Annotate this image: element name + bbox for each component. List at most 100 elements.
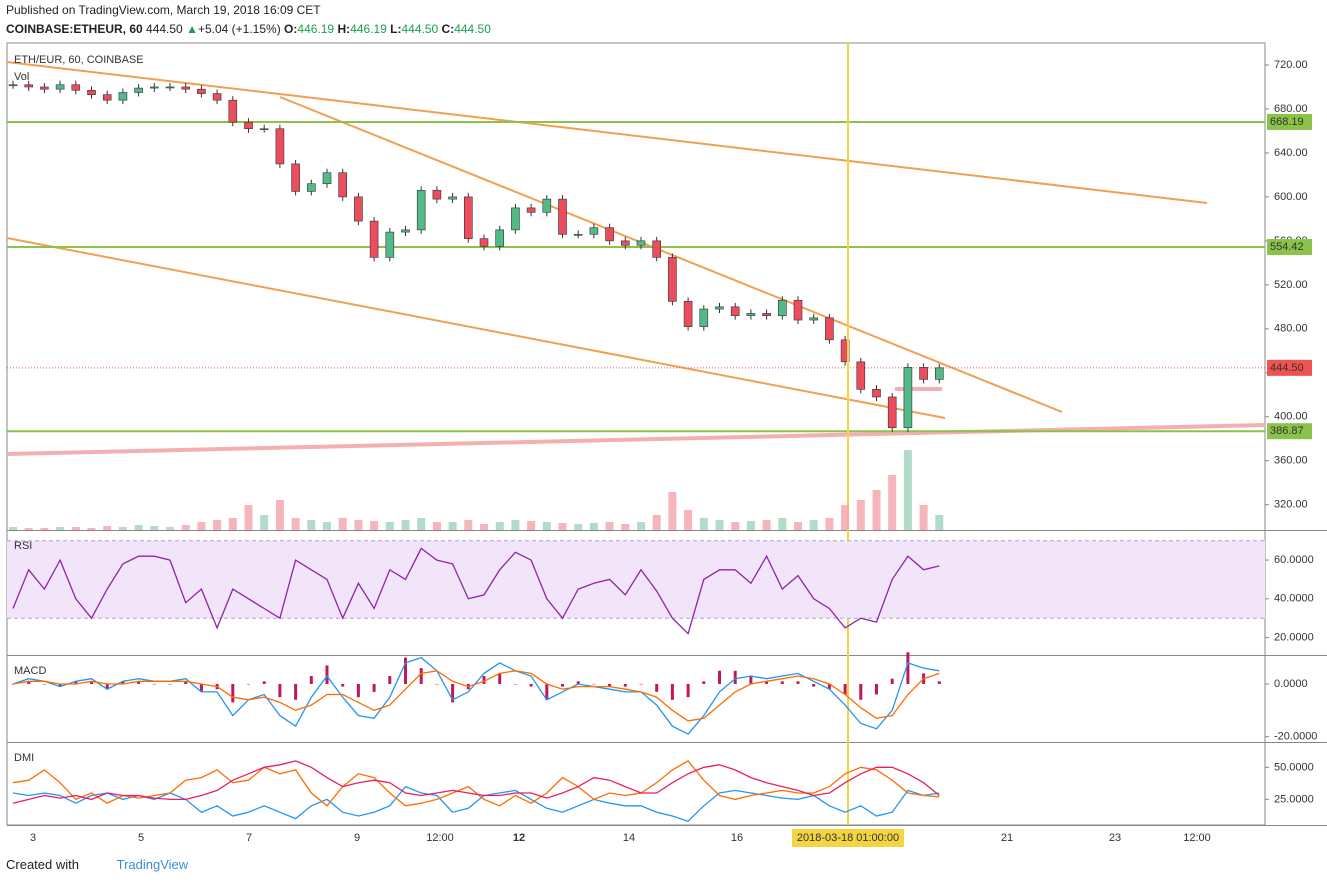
- volume-bar: [574, 524, 583, 530]
- histogram-bar: [890, 678, 894, 684]
- y-tick-label: 50.0000: [1274, 761, 1314, 773]
- pane-title: DMI: [14, 752, 34, 764]
- candle: [212, 93, 222, 101]
- volume-bar: [150, 526, 159, 530]
- volume-bar: [621, 524, 630, 530]
- histogram-bar: [513, 683, 517, 685]
- ohlc-label: L:: [390, 22, 402, 36]
- volume-bar: [746, 521, 755, 530]
- indicator-line: [12, 547, 940, 635]
- x-tick-label: 5: [138, 832, 144, 844]
- ohlc-value: 446.19: [297, 22, 335, 36]
- volume-bar: [527, 521, 536, 530]
- volume-bar: [511, 520, 520, 530]
- histogram-bar: [74, 681, 78, 684]
- candle: [683, 301, 693, 327]
- volume-bar: [197, 522, 206, 530]
- candle: [197, 88, 206, 94]
- histogram-bar: [639, 683, 643, 685]
- y-tick-label: 680.00: [1274, 103, 1308, 115]
- volume-bar: [542, 522, 551, 530]
- pane-title: MACD: [14, 665, 46, 677]
- candle: [652, 240, 662, 258]
- brand[interactable]: TradingView: [116, 857, 189, 872]
- candle: [275, 128, 285, 165]
- volume-bar: [401, 520, 410, 530]
- histogram-bar: [168, 683, 172, 685]
- trend-line: [279, 96, 1063, 413]
- candle: [244, 121, 253, 130]
- volume-bar: [809, 520, 818, 530]
- y-tick-label: 40.0000: [1274, 593, 1314, 605]
- histogram-bar: [733, 670, 737, 684]
- histogram-bar: [341, 683, 345, 687]
- volume-bar: [762, 520, 771, 530]
- candle: [385, 231, 395, 258]
- histogram-bar: [843, 683, 847, 695]
- histogram-bar: [451, 683, 455, 703]
- volume-bar: [275, 500, 284, 530]
- candle: [401, 229, 410, 233]
- volume-bar: [699, 518, 708, 530]
- volume-bar: [181, 525, 190, 530]
- candle: [118, 92, 128, 101]
- x-tick-label: 3: [30, 832, 36, 844]
- candle: [306, 183, 316, 192]
- histogram-bar: [152, 683, 156, 685]
- candle: [809, 317, 819, 321]
- y-tick-label: 600.00: [1274, 191, 1308, 203]
- volume-bar: [134, 525, 143, 530]
- volume-bar: [558, 523, 567, 530]
- volume-bar: [228, 518, 237, 530]
- volume-bar: [856, 500, 865, 530]
- histogram-bar: [749, 676, 753, 684]
- indicator-line: [12, 760, 940, 807]
- change-arrow: ▲: [186, 22, 198, 36]
- volume-bar: [354, 520, 363, 530]
- last-price-label: 444.50: [1270, 362, 1304, 374]
- footer: Created with TradingView: [6, 857, 188, 872]
- change: +5.04 (+1.15%): [197, 22, 281, 36]
- histogram-bar: [27, 681, 31, 684]
- volume-bar: [370, 521, 379, 530]
- candle: [87, 89, 96, 95]
- candle: [165, 86, 175, 89]
- histogram-bar: [42, 683, 46, 685]
- candle: [8, 84, 18, 87]
- level-label: 386.87: [1270, 425, 1304, 437]
- ohlc-label: C:: [441, 22, 455, 36]
- candle: [558, 198, 567, 235]
- y-tick-label: 400.00: [1274, 411, 1308, 423]
- histogram-bar: [11, 683, 15, 685]
- created-with: Created with: [6, 857, 79, 872]
- candle: [479, 238, 489, 247]
- candle: [526, 207, 536, 213]
- volume-bar: [888, 475, 897, 530]
- volume-bar: [307, 520, 316, 530]
- histogram-bar: [875, 683, 878, 695]
- histogram-bar: [498, 673, 502, 684]
- histogram-bar: [419, 668, 423, 684]
- volume-bar: [715, 520, 724, 530]
- histogram-bar: [199, 683, 203, 692]
- y-tick-label: 640.00: [1274, 147, 1308, 159]
- candle: [102, 94, 112, 101]
- y-tick-label: 20.0000: [1274, 631, 1314, 643]
- histogram-bar: [592, 683, 596, 685]
- volume-bar: [668, 492, 677, 530]
- volume-bar: [338, 518, 347, 530]
- candle: [291, 163, 300, 192]
- last-price-box: [1267, 359, 1312, 376]
- candle: [432, 190, 442, 200]
- volume-bar: [9, 527, 17, 530]
- volume-bar: [417, 518, 426, 530]
- candle: [730, 306, 740, 316]
- y-tick-label: 25.0000: [1274, 793, 1314, 805]
- ohlc-value: 446.19: [350, 22, 387, 36]
- candle: [793, 299, 803, 321]
- volume-bar: [448, 522, 457, 530]
- volume-bar: [323, 522, 331, 530]
- candle: [134, 87, 143, 93]
- candle: [856, 361, 866, 390]
